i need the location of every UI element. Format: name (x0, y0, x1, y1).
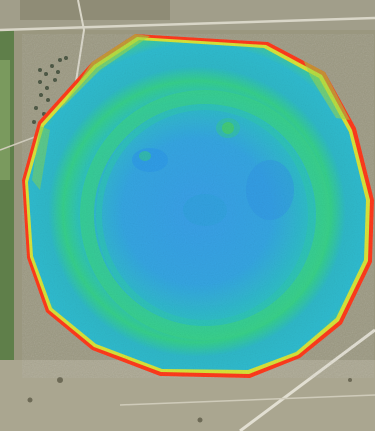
field-heatmap-overlay[interactable] (22, 34, 374, 378)
